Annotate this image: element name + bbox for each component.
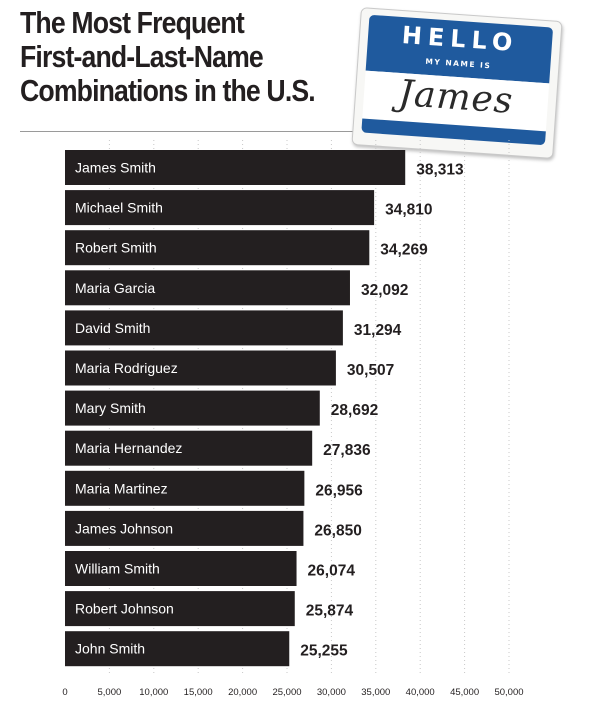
bar-value-label: 38,313 [416,162,464,179]
x-tick-label: 45,000 [450,687,479,698]
bar-value-label: 34,269 [380,242,428,259]
x-tick-label: 5,000 [98,687,122,698]
x-tick-label: 50,000 [494,687,523,698]
bar [65,390,320,426]
bar [65,591,295,627]
bar-value-label: 25,874 [306,603,354,620]
x-tick-label: 10,000 [139,687,168,698]
bar-value-label: 27,836 [323,442,371,459]
bar-category-label: Mary Smith [75,400,146,416]
bar [65,310,343,346]
bar [65,350,336,386]
bar-category-label: William Smith [75,561,160,577]
title-line-1: The Most Frequent [20,5,245,40]
bar-value-label: 32,092 [361,282,408,299]
bar [65,470,305,506]
title-line-3: Combinations in the U.S. [20,73,316,108]
x-tick-label: 40,000 [406,687,435,698]
bar [65,150,406,185]
bar-category-label: John Smith [75,641,145,657]
bar-category-label: James Johnson [75,520,173,536]
bar-category-label: David Smith [75,320,150,336]
bar-category-label: Maria Martinez [75,480,168,496]
bar-value-label: 30,507 [347,362,394,379]
bar [65,270,350,306]
x-tick-label: 35,000 [361,687,390,698]
bar-category-label: Robert Johnson [75,601,174,617]
bar-category-label: Michael Smith [75,200,163,216]
bar-category-label: Maria Rodriguez [75,360,178,376]
bar-category-label: Maria Hernandez [75,440,182,456]
title-line-2: First-and-Last-Name [20,39,264,74]
bar-value-label: 25,255 [300,643,348,660]
bar-category-label: Robert Smith [75,240,157,256]
x-tick-label: 25,000 [272,687,301,698]
bar-category-label: Maria Garcia [75,280,155,296]
x-tick-label: 20,000 [228,687,257,698]
bar-value-label: 26,074 [308,563,356,580]
bar [65,430,313,466]
bar-value-label: 28,692 [331,402,378,419]
bar [65,230,370,266]
title-divider [20,131,355,132]
x-tick-label: 0 [62,687,67,698]
bar-category-label: James Smith [75,160,156,176]
bar-value-label: 34,810 [385,202,432,219]
x-tick-label: 30,000 [317,687,346,698]
chart-title: The Most Frequent First-and-Last-Name Co… [20,5,316,108]
bar-value-label: 26,956 [315,482,363,499]
bar [65,190,375,226]
x-tick-label: 15,000 [184,687,213,698]
bar-value-label: 26,850 [314,522,361,539]
bar-value-label: 31,294 [354,322,402,339]
bar [65,551,297,586]
bar [65,510,304,546]
bar [65,631,290,667]
